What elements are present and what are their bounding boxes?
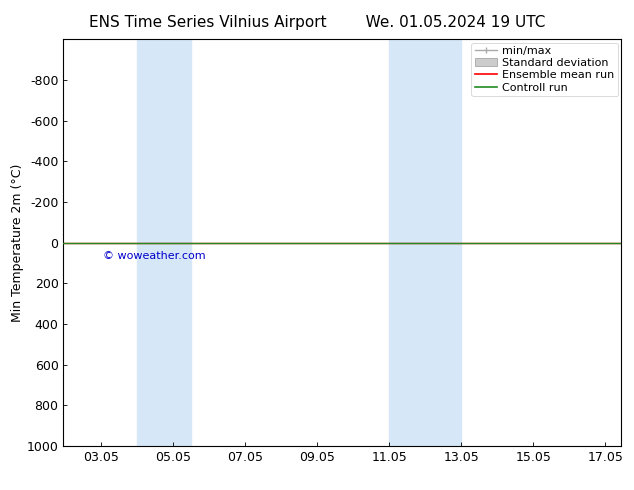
Bar — [389, 39, 461, 446]
Bar — [137, 39, 191, 446]
Text: © woweather.com: © woweather.com — [103, 251, 205, 261]
Legend: min/max, Standard deviation, Ensemble mean run, Controll run: min/max, Standard deviation, Ensemble me… — [471, 43, 618, 96]
Text: ENS Time Series Vilnius Airport        We. 01.05.2024 19 UTC: ENS Time Series Vilnius Airport We. 01.0… — [89, 15, 545, 30]
Y-axis label: Min Temperature 2m (°C): Min Temperature 2m (°C) — [11, 163, 24, 322]
